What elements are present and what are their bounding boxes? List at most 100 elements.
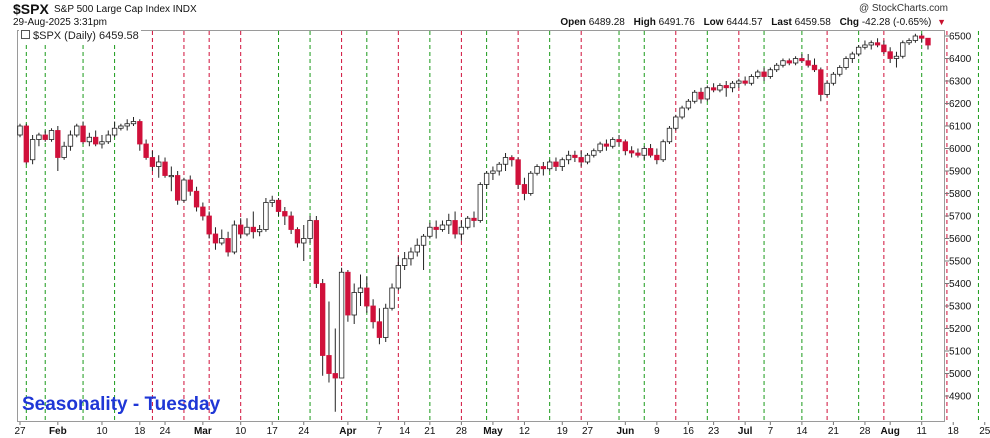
candle-body [742, 80, 748, 84]
candle-body [92, 136, 99, 145]
quote-summary: Open 6489.28 High 6491.76 Low 6444.57 La… [560, 17, 946, 28]
candle-body [490, 170, 496, 174]
candle-body [130, 121, 137, 125]
candle-body [521, 184, 528, 194]
plot-area[interactable] [17, 30, 945, 422]
candle-body [837, 67, 843, 75]
candle-body [319, 283, 326, 356]
candle-body [799, 58, 805, 62]
candle-body [326, 355, 332, 374]
series-label-text: $SPX (Daily) 6459.58 [33, 30, 139, 42]
candle-body [767, 69, 774, 77]
y-tick-label: 6500 [949, 32, 972, 43]
x-tick-label: Apr [339, 426, 356, 437]
candle-body [55, 130, 61, 158]
candle-body [357, 287, 364, 293]
y-tick-label: 5100 [949, 347, 972, 358]
y-tick-label: 5600 [949, 234, 972, 245]
x-tick-label: 10 [96, 426, 108, 437]
candle-body [301, 238, 307, 244]
candle-body [23, 125, 29, 163]
candle-body [86, 136, 93, 143]
candle-body [893, 55, 900, 59]
candle-body [704, 87, 710, 100]
candle-body [137, 121, 143, 145]
y-tick-label: 5400 [949, 279, 972, 290]
open-label: Open [560, 17, 586, 28]
candle-body [168, 175, 175, 178]
candle-body [408, 251, 414, 260]
candle-body [187, 179, 193, 192]
x-tick-label: 19 [557, 426, 569, 437]
candle-body [143, 143, 149, 158]
candle-body [17, 125, 23, 136]
candle-body [162, 161, 168, 176]
candle-body [528, 172, 534, 194]
candle-body [389, 287, 395, 309]
candle-body [780, 60, 786, 66]
candle-body [591, 150, 597, 156]
candle-body [515, 159, 521, 185]
candle-body [458, 226, 465, 235]
candle-body [111, 127, 118, 136]
x-tick-label: Mar [194, 426, 212, 437]
candle-body [275, 199, 282, 212]
candle-body [483, 172, 490, 185]
x-tick-label: 10 [235, 426, 247, 437]
series-legend: $SPX (Daily) 6459.58 [19, 30, 141, 42]
candle-body [427, 226, 433, 237]
candle-body [338, 271, 345, 379]
candle-body [401, 258, 408, 266]
candle-body [364, 287, 370, 307]
candle-body [118, 125, 124, 129]
candle-body [546, 161, 553, 170]
y-tick-label: 5500 [949, 257, 972, 268]
x-tick-label: 17 [267, 426, 279, 437]
candle-body [666, 127, 673, 143]
series-swatch-icon [21, 30, 30, 39]
candle-body [654, 154, 660, 161]
y-tick-label: 5300 [949, 302, 972, 313]
candle-body [105, 134, 111, 143]
candle-body [736, 80, 742, 84]
candle-body [849, 53, 856, 59]
candle-body [219, 238, 225, 244]
candle-body [729, 82, 736, 89]
y-tick-label: 5700 [949, 212, 972, 223]
candle-body [805, 60, 811, 66]
candle-body [773, 64, 780, 71]
candle-body [48, 130, 55, 140]
x-tick-label: 27 [14, 426, 26, 437]
candle-body [313, 220, 320, 284]
x-tick-label: Jul [738, 426, 753, 437]
x-tick-label: 14 [796, 426, 808, 437]
x-tick-label: 18 [134, 426, 146, 437]
x-tick-label: 24 [159, 426, 171, 437]
candle-body [370, 305, 376, 323]
candle-body [855, 46, 862, 55]
x-tick-label: 7 [768, 426, 774, 437]
y-tick-label: 6100 [949, 122, 972, 133]
x-tick-label: 11 [916, 426, 927, 437]
candle-body [383, 307, 389, 338]
x-tick-label: 28 [859, 426, 871, 437]
candle-body [912, 35, 919, 41]
x-tick-label: 12 [519, 426, 531, 437]
y-tick-label: 5200 [949, 324, 972, 335]
candle-body [238, 224, 244, 235]
candle-body [288, 215, 294, 230]
candle-body [244, 226, 250, 235]
candle-body [610, 139, 616, 147]
x-tick-label: Feb [49, 426, 67, 437]
y-tick-label: 6200 [949, 99, 972, 110]
candle-body [660, 141, 666, 161]
candle-body [294, 229, 301, 244]
candle-body [42, 134, 48, 140]
candle-body [874, 42, 881, 46]
candle-body [710, 87, 717, 91]
candle-body [200, 206, 206, 217]
candle-body [332, 373, 338, 379]
chg-value: -42.28 (-0.65%) [861, 17, 932, 28]
candle-body [307, 220, 313, 239]
